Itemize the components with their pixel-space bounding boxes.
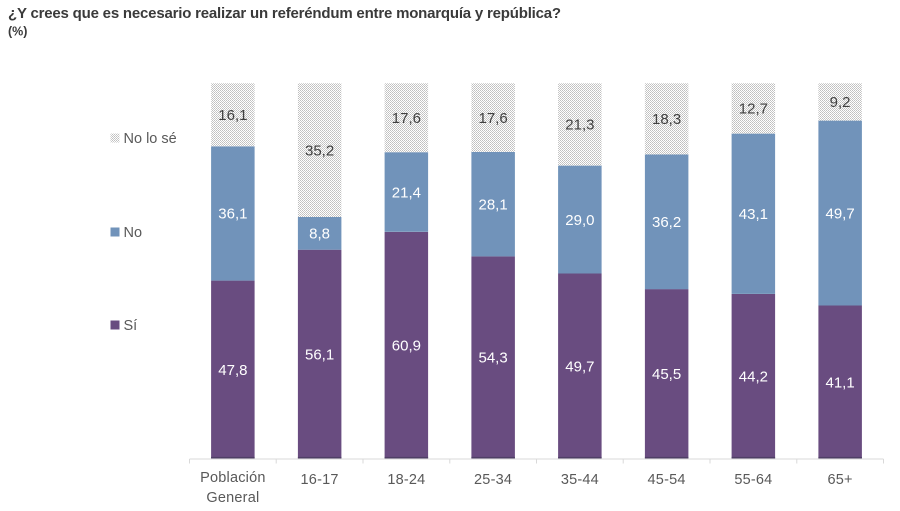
svg-text:18,3: 18,3 [652,111,681,128]
svg-text:35-44: 35-44 [561,472,599,488]
svg-text:¿Y crees que es necesario real: ¿Y crees que es necesario realizar un re… [8,5,561,22]
svg-text:35,2: 35,2 [305,142,334,159]
svg-text:43,1: 43,1 [739,206,768,223]
svg-text:36,1: 36,1 [218,206,247,223]
svg-text:12,7: 12,7 [739,101,768,118]
svg-text:36,2: 36,2 [652,214,681,231]
svg-text:Población: Población [200,470,266,486]
svg-text:16,1: 16,1 [218,107,247,124]
svg-text:16-17: 16-17 [301,472,339,488]
svg-text:47,8: 47,8 [218,362,247,379]
svg-text:29,0: 29,0 [565,212,594,229]
svg-text:65+: 65+ [827,472,852,488]
svg-text:18-24: 18-24 [387,472,425,488]
svg-text:41,1: 41,1 [825,374,854,391]
svg-text:60,9: 60,9 [392,337,421,354]
svg-text:45,5: 45,5 [652,366,681,383]
svg-text:49,7: 49,7 [565,358,594,375]
svg-text:25-34: 25-34 [474,472,512,488]
svg-text:21,3: 21,3 [565,117,594,134]
svg-text:56,1: 56,1 [305,346,334,363]
svg-text:17,6: 17,6 [392,110,421,127]
svg-text:(%): (%) [8,25,27,39]
svg-text:45-54: 45-54 [648,472,686,488]
svg-text:54,3: 54,3 [478,350,507,367]
svg-text:17,6: 17,6 [478,110,507,127]
svg-text:No: No [124,225,143,241]
svg-text:28,1: 28,1 [478,196,507,213]
svg-text:21,4: 21,4 [392,184,421,201]
svg-text:44,2: 44,2 [739,369,768,386]
svg-text:Sí: Sí [124,318,138,334]
svg-text:55-64: 55-64 [734,472,772,488]
svg-text:49,7: 49,7 [825,205,854,222]
svg-text:9,2: 9,2 [830,94,851,111]
svg-text:General: General [206,490,259,506]
svg-text:8,8: 8,8 [309,226,330,243]
svg-text:No lo sé: No lo sé [124,131,177,147]
